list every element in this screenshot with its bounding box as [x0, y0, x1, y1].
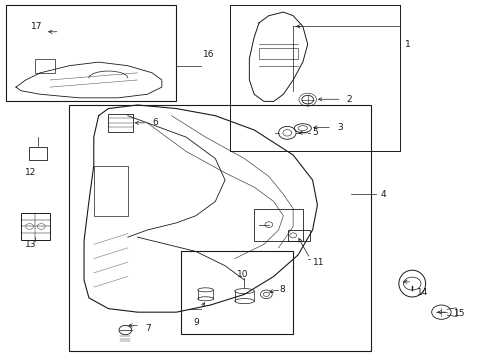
Text: 2: 2 — [346, 95, 351, 104]
Text: 7: 7 — [144, 324, 150, 333]
Bar — [259, 48, 297, 59]
Bar — [29, 147, 46, 159]
Bar — [69, 105, 370, 351]
Bar — [21, 213, 50, 240]
Text: 16: 16 — [203, 50, 214, 59]
Text: 14: 14 — [416, 288, 427, 297]
Text: 15: 15 — [453, 310, 464, 319]
Bar — [108, 114, 132, 132]
Bar — [287, 230, 309, 241]
Text: 13: 13 — [25, 240, 36, 249]
Text: 1: 1 — [404, 40, 410, 49]
Text: 9: 9 — [193, 318, 199, 327]
Text: 12: 12 — [25, 168, 36, 177]
Bar — [6, 5, 176, 102]
Text: 5: 5 — [312, 129, 318, 138]
Bar — [181, 251, 292, 334]
Text: 4: 4 — [380, 190, 386, 199]
Text: 8: 8 — [279, 285, 285, 294]
Text: 17: 17 — [30, 22, 42, 31]
Text: 6: 6 — [152, 118, 158, 127]
Text: 11: 11 — [312, 258, 324, 267]
Bar — [94, 166, 127, 216]
Text: 3: 3 — [336, 123, 342, 132]
Text: 10: 10 — [237, 270, 248, 279]
Bar — [35, 59, 55, 73]
Bar — [254, 208, 302, 241]
